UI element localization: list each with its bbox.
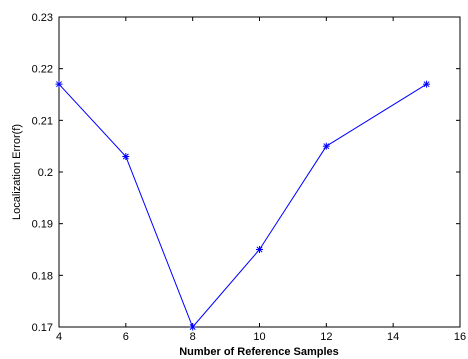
data-point-marker bbox=[423, 80, 431, 88]
x-tick-label: 6 bbox=[123, 331, 129, 343]
x-axis-label: Number of Reference Samples bbox=[179, 346, 339, 358]
x-tick-label: 14 bbox=[387, 331, 399, 343]
y-tick-label: 0.2 bbox=[38, 167, 53, 179]
series-layer bbox=[55, 80, 431, 331]
x-tick-label: 4 bbox=[56, 331, 62, 343]
x-tick-label: 16 bbox=[454, 331, 466, 343]
x-tick-label: 12 bbox=[320, 331, 332, 343]
y-tick-label: 0.18 bbox=[32, 270, 53, 282]
data-point-marker bbox=[256, 246, 263, 253]
series-line bbox=[58, 83, 427, 328]
x-tick-label: 10 bbox=[253, 331, 265, 343]
y-tick-label: 0.17 bbox=[32, 322, 53, 334]
y-tick-label: 0.19 bbox=[32, 219, 53, 231]
y-tick-label: 0.21 bbox=[32, 115, 53, 127]
data-point-marker bbox=[322, 142, 330, 150]
data-point-marker bbox=[55, 80, 63, 88]
data-point-marker bbox=[189, 323, 197, 331]
y-axis-ticks: 0.17 0.18 0.19 0.2 0.21 0.22 0.23 bbox=[32, 12, 460, 334]
y-tick-label: 0.23 bbox=[32, 12, 53, 24]
y-axis-label: Localization Error(f) bbox=[11, 124, 23, 220]
data-point-marker bbox=[122, 153, 130, 160]
plot-area bbox=[58, 16, 461, 328]
y-tick-label: 0.22 bbox=[32, 64, 53, 76]
x-tick-label: 8 bbox=[190, 331, 196, 343]
x-axis-ticks: 4 6 8 10 12 14 16 bbox=[56, 17, 466, 343]
